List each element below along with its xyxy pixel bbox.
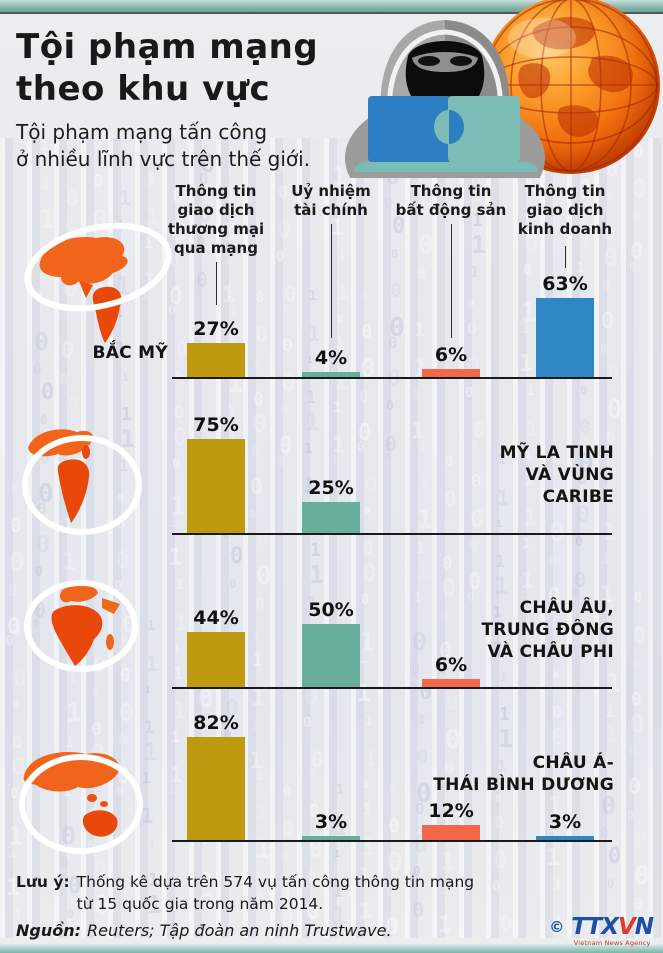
asia-pacific-map-icon bbox=[19, 752, 143, 854]
column-guide-line bbox=[331, 224, 332, 338]
bar-value-label: 82% bbox=[193, 712, 239, 734]
bar-value-label: 44% bbox=[193, 607, 239, 629]
page-subtitle: Tội phạm mạng tấn công ở nhiều lĩnh vực … bbox=[16, 119, 310, 173]
bar bbox=[302, 502, 360, 533]
bar bbox=[536, 298, 594, 377]
bar-value-label: 6% bbox=[434, 344, 468, 366]
footnote-label: Lưu ý: bbox=[16, 873, 70, 891]
region-label: CHÂU Á- THÁI BÌNH DƯƠNG bbox=[433, 753, 614, 795]
bar bbox=[422, 825, 480, 840]
bar bbox=[302, 624, 360, 687]
bar bbox=[302, 836, 360, 840]
column-header: Thông tin giao dịch kinh doanh bbox=[517, 182, 613, 238]
bar bbox=[187, 439, 245, 533]
agency-logo: © TTXVN Vietnam News Agency bbox=[549, 914, 654, 947]
latin-america-map-icon bbox=[22, 429, 142, 535]
bar bbox=[422, 369, 480, 377]
axis-baseline bbox=[172, 533, 612, 535]
footnote: Lưu ý: Thống kê dựa trên 574 vụ tấn công… bbox=[16, 871, 474, 915]
source-text: Reuters; Tập đoàn an ninh Trustwave. bbox=[87, 921, 392, 940]
column-guide-line bbox=[451, 224, 452, 338]
page-title: Tội phạm mạng theo khu vực bbox=[16, 26, 318, 110]
source-line: Nguồn: Reuters; Tập đoàn an ninh Trustwav… bbox=[16, 921, 392, 940]
globe-grid bbox=[484, 0, 658, 172]
title-line-1: Tội phạm mạng bbox=[16, 27, 319, 67]
axis-baseline bbox=[172, 840, 612, 842]
bar-value-label: 75% bbox=[193, 414, 239, 436]
ttxvn-logo: TTXVN bbox=[571, 914, 654, 940]
region-label: CHÂU ÂU, TRUNG ĐÔNG VÀ CHÂU PHI bbox=[481, 598, 614, 662]
bar-value-label: 12% bbox=[428, 800, 474, 822]
bar bbox=[422, 679, 480, 687]
column-guide-line bbox=[565, 246, 566, 268]
bar bbox=[187, 737, 245, 840]
top-band bbox=[0, 0, 663, 14]
region-label: BẮC MỸ bbox=[92, 343, 168, 363]
copyright-icon: © bbox=[549, 918, 565, 936]
bar bbox=[187, 343, 245, 377]
agency-subtext: Vietnam News Agency bbox=[573, 939, 651, 947]
axis-baseline bbox=[172, 687, 612, 689]
bar bbox=[536, 836, 594, 840]
bar bbox=[302, 372, 360, 377]
footnote-line-2: từ 15 quốc gia trong năm 2014. bbox=[76, 895, 324, 913]
americas-map-icon bbox=[24, 222, 172, 343]
bar-value-label: 3% bbox=[548, 811, 582, 833]
column-header: Uỷ nhiệm tài chính bbox=[291, 182, 371, 219]
region-label: MỸ LA TINH VÀ VÙNG CARIBE bbox=[499, 443, 614, 507]
source-label: Nguồn: bbox=[16, 921, 82, 940]
axis-baseline bbox=[172, 377, 612, 379]
column-guide-line bbox=[216, 262, 217, 305]
column-header: Thông tin giao dịch thương mại qua mạng bbox=[167, 182, 265, 257]
bar-value-label: 63% bbox=[542, 273, 588, 295]
subtitle-line-1: Tội phạm mạng tấn công bbox=[16, 120, 268, 144]
bar-value-label: 3% bbox=[314, 811, 348, 833]
bar bbox=[187, 632, 245, 687]
bottom-band bbox=[0, 943, 663, 953]
column-header: Thông tin bất động sản bbox=[395, 182, 507, 219]
europe-africa-map-icon bbox=[24, 580, 138, 672]
footnote-line-1: Thống kê dựa trên 574 vụ tấn công thông … bbox=[76, 873, 475, 891]
bar-value-label: 50% bbox=[308, 599, 354, 621]
bar-value-label: 6% bbox=[434, 654, 468, 676]
bar-value-label: 25% bbox=[308, 477, 354, 499]
subtitle-line-2: ở nhiều lĩnh vực trên thế giới. bbox=[16, 147, 311, 171]
bar-value-label: 27% bbox=[193, 318, 239, 340]
hooded-hacker-with-laptop-icon bbox=[345, 20, 545, 178]
bar-value-label: 4% bbox=[314, 347, 348, 369]
title-line-2: theo khu vực bbox=[16, 69, 271, 109]
